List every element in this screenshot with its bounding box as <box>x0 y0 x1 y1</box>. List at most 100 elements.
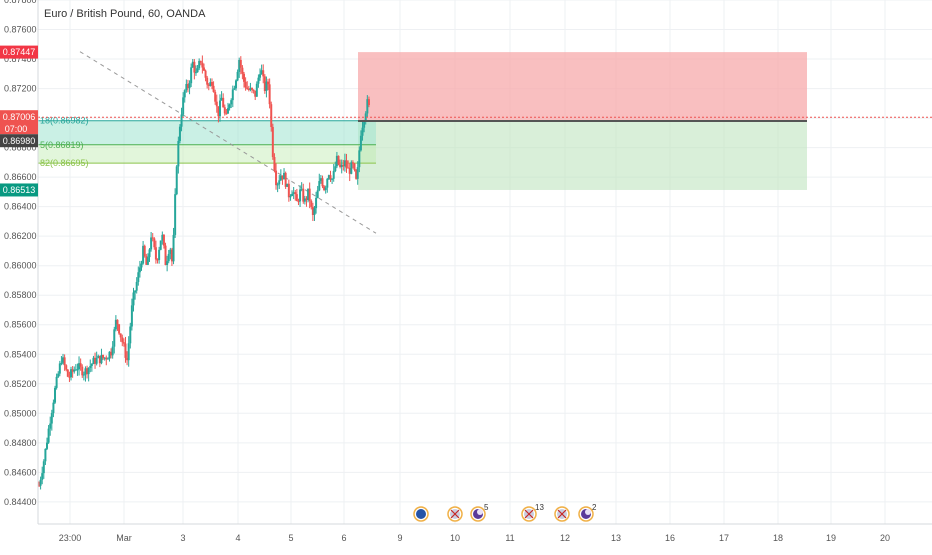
candle-body <box>291 193 294 197</box>
time-tick-label: 3 <box>180 533 185 543</box>
candle-body <box>164 245 167 266</box>
candle-body <box>140 263 143 268</box>
candle-body <box>366 99 369 114</box>
candle-body <box>210 81 213 86</box>
candle-body <box>150 237 153 250</box>
candle-body <box>226 108 229 114</box>
candle-body <box>358 150 361 168</box>
candle-body <box>359 135 362 151</box>
candle-body <box>299 189 302 202</box>
price-tick-label: 0.87400 <box>4 54 37 64</box>
candle-body <box>193 61 196 73</box>
candle-body <box>207 84 210 86</box>
earnings-event-icon[interactable]: 5 <box>470 503 489 522</box>
price-axis[interactable]: 0.878000.876000.874000.872000.870000.868… <box>4 0 37 507</box>
candle-body <box>233 88 236 90</box>
candle-body <box>183 90 186 98</box>
candle-body <box>295 194 298 202</box>
candle-body <box>145 256 148 265</box>
candle-body <box>364 113 367 122</box>
candle-body <box>44 448 47 462</box>
entry-price-tag: 0.86980 <box>0 134 38 148</box>
event-badge-count: 2 <box>592 503 597 512</box>
candle-body <box>263 76 266 91</box>
fib-zone-lower[interactable] <box>38 144 376 164</box>
candle-body <box>151 237 154 239</box>
uk-flag-event-icon[interactable] <box>447 506 463 522</box>
candle-body <box>146 257 149 265</box>
candle-body <box>367 99 370 106</box>
candle-body <box>119 333 122 338</box>
svg-text:0.86513: 0.86513 <box>3 185 36 195</box>
candle-body <box>218 100 221 117</box>
candle-body <box>55 376 58 388</box>
candle-body <box>340 164 343 167</box>
candle-body <box>78 363 81 370</box>
fib-zone-upper[interactable] <box>38 120 376 145</box>
candle-body <box>353 163 356 170</box>
candle-body <box>89 365 92 368</box>
trend-line[interactable] <box>79 51 377 234</box>
earnings-event-icon[interactable]: 2 <box>578 503 597 522</box>
candle-body <box>311 206 314 215</box>
candle-body <box>129 326 132 344</box>
candle-body <box>249 88 252 90</box>
candle-body <box>158 249 161 260</box>
candle-body <box>287 183 290 198</box>
candle-body <box>54 387 57 403</box>
candle-body <box>175 166 178 195</box>
uk-flag-event-icon[interactable]: 13 <box>521 503 544 522</box>
candle-body <box>70 369 73 378</box>
candle-body <box>262 70 265 77</box>
candle-body <box>348 167 351 174</box>
time-tick-label: 23:00 <box>59 533 82 543</box>
candle-body <box>58 363 61 374</box>
candle-body <box>116 319 119 325</box>
time-tick-label: 19 <box>826 533 836 543</box>
candle-body <box>345 160 348 168</box>
fib-level-label: 18(0.86982) <box>40 116 89 126</box>
candle-body <box>268 84 271 105</box>
economic-events[interactable]: 5 13 2 <box>413 503 597 522</box>
candle-body <box>143 245 146 257</box>
candle-body <box>307 188 310 200</box>
candle-body <box>52 402 55 414</box>
svg-text:0.86980: 0.86980 <box>3 136 36 146</box>
take-profit-zone[interactable] <box>358 121 807 190</box>
candle-body <box>305 198 308 200</box>
candle-body <box>39 479 42 486</box>
time-tick-label: 11 <box>505 533 514 543</box>
candle-body <box>121 337 124 343</box>
price-tick-label: 0.85600 <box>4 320 37 330</box>
candle-body <box>170 249 173 262</box>
candle-body <box>343 160 346 167</box>
candle-body <box>142 245 145 264</box>
time-tick-label: 12 <box>560 533 570 543</box>
uk-flag-event-icon[interactable] <box>554 506 570 522</box>
eu-flag-event-icon[interactable] <box>413 506 429 522</box>
stop-loss-zone[interactable] <box>358 52 807 122</box>
candle-body <box>84 368 87 375</box>
candle-body <box>185 83 188 91</box>
candle-body <box>270 104 273 127</box>
candle-body <box>350 162 353 174</box>
candle-body <box>318 181 321 191</box>
svg-text:07:00: 07:00 <box>5 124 28 134</box>
candle-body <box>220 97 223 101</box>
candle-body <box>279 175 282 181</box>
candle-body <box>273 157 276 171</box>
candle-body <box>355 169 358 179</box>
candle-body <box>196 68 199 73</box>
price-tick-label: 0.85200 <box>4 379 37 389</box>
candle-body <box>46 442 49 449</box>
time-axis[interactable]: 23:00 Mar 3 4 5 6 9 10 11 12 13 16 17 18 19 20 <box>59 533 890 543</box>
candle-body <box>238 59 241 72</box>
candle-body <box>281 175 284 180</box>
candle-body <box>162 234 165 246</box>
candle-body <box>292 192 295 194</box>
candle-body <box>214 91 217 102</box>
candle-body <box>284 172 287 187</box>
candle-body <box>98 355 101 364</box>
